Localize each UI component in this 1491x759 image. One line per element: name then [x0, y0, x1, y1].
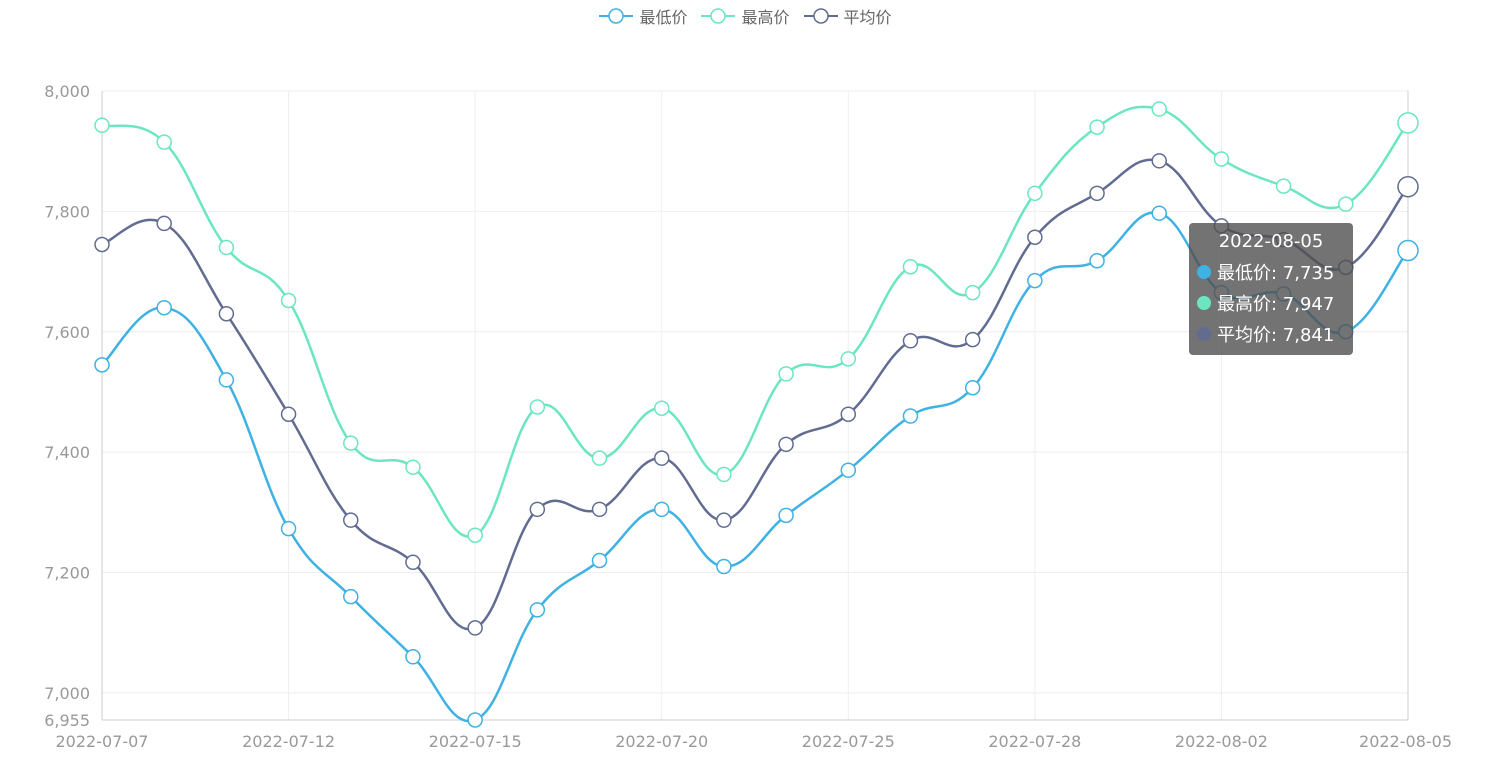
x-tick-label: 2022-07-15	[429, 732, 522, 751]
tooltip-title: 2022-08-05	[1218, 231, 1324, 252]
data-point-avg	[1397, 175, 1419, 198]
data-point-high	[1397, 112, 1419, 134]
data-point-low	[1089, 252, 1105, 269]
data-point-avg	[778, 436, 794, 453]
data-point-low	[778, 507, 794, 524]
x-tick-label: 2022-08-02	[1175, 732, 1268, 751]
data-point-low	[1151, 205, 1167, 221]
data-point-high	[1338, 196, 1354, 212]
data-point-avg	[1089, 185, 1105, 202]
data-point-low	[280, 520, 297, 537]
data-point-avg	[94, 236, 110, 253]
data-point-avg	[716, 512, 732, 528]
data-point-high	[653, 400, 670, 416]
chart-tooltip: 2022-08-05 最低价: 7,735 最高价: 7,947 平均价: 7,…	[1189, 223, 1353, 355]
y-tick-label: 7,800	[44, 202, 90, 221]
data-point-high	[902, 259, 919, 275]
data-point-high	[218, 239, 235, 256]
legend-item-avg[interactable]: 平均价	[803, 4, 892, 28]
series-line-avg	[101, 158, 1409, 631]
data-point-high	[467, 527, 483, 543]
data-point-avg	[467, 620, 483, 636]
legend-item-high[interactable]: 最高价	[701, 4, 790, 28]
y-tick-label: 6,955	[44, 711, 90, 730]
data-point-low	[405, 649, 421, 665]
y-tick-label: 7,000	[44, 684, 90, 703]
data-point-avg	[653, 450, 670, 466]
x-tick-label: 2022-07-20	[615, 732, 708, 751]
y-tick-label: 7,600	[44, 323, 90, 342]
tooltip-row-high: 最高价: 7,947	[1189, 287, 1353, 318]
data-point-low	[902, 408, 919, 424]
series-dot-icon	[1197, 295, 1211, 310]
legend-label-low: 最低价	[639, 8, 688, 27]
tooltip-text-high: 最高价: 7,947	[1217, 293, 1335, 315]
data-point-high	[1089, 119, 1105, 135]
data-point-low	[1397, 239, 1419, 262]
data-point-low	[964, 379, 981, 396]
data-point-low	[156, 299, 172, 316]
series-dot-icon	[1197, 264, 1211, 279]
x-tick-label: 2022-07-28	[988, 732, 1081, 751]
data-point-high	[156, 134, 172, 150]
y-tick-label: 7,400	[44, 443, 90, 462]
data-point-low	[529, 602, 546, 618]
legend-line-circle-icon	[803, 8, 838, 24]
data-point-low	[716, 558, 732, 575]
data-point-high	[529, 399, 546, 415]
data-point-high	[94, 117, 110, 134]
data-point-high	[591, 450, 608, 466]
legend-label-avg: 平均价	[843, 8, 892, 27]
x-tick-label: 2022-08-05	[1359, 732, 1452, 751]
tooltip-text-avg: 平均价: 7,841	[1217, 324, 1335, 346]
data-point-avg	[1027, 229, 1043, 246]
data-point-low	[218, 372, 235, 388]
legend-item-low[interactable]: 最低价	[599, 4, 687, 28]
series-dot-icon	[1197, 326, 1211, 341]
data-point-avg	[529, 501, 546, 518]
legend-line-circle-icon	[599, 8, 634, 24]
legend-line-circle-icon	[701, 8, 736, 24]
data-point-avg	[1151, 153, 1167, 169]
data-point-avg	[902, 333, 919, 349]
data-point-high	[1027, 185, 1043, 202]
data-point-high	[778, 366, 794, 382]
data-point-low	[467, 712, 483, 728]
data-point-low	[591, 552, 608, 569]
data-point-high	[343, 435, 359, 451]
data-point-avg	[156, 215, 172, 232]
x-tick-label: 2022-07-12	[242, 732, 335, 751]
y-tick-label: 8,000	[44, 82, 90, 101]
data-point-high	[1151, 101, 1167, 117]
data-point-high	[280, 292, 297, 309]
y-tick-label: 7,200	[44, 564, 90, 583]
data-point-avg	[218, 305, 235, 322]
data-point-high	[840, 351, 857, 367]
data-point-high	[716, 466, 732, 483]
data-point-avg	[280, 406, 297, 422]
data-point-high	[1213, 151, 1230, 167]
chart-legend: 最低价 最高价 平均价	[0, 4, 1491, 28]
data-point-avg	[591, 501, 608, 518]
tooltip-row-avg: 平均价: 7,841	[1189, 318, 1353, 349]
data-point-low	[94, 357, 110, 373]
legend-label-high: 最高价	[741, 8, 790, 27]
x-tick-label: 2022-07-07	[56, 732, 149, 751]
data-point-avg	[964, 331, 981, 348]
data-point-high	[964, 284, 981, 301]
x-tick-label: 2022-07-25	[802, 732, 895, 751]
data-point-low	[653, 501, 670, 518]
data-point-avg	[405, 554, 421, 571]
tooltip-row-low: 最低价: 7,735	[1189, 256, 1353, 287]
data-point-avg	[343, 512, 359, 528]
data-point-high	[1275, 178, 1292, 194]
data-point-avg	[840, 406, 857, 422]
data-point-low	[840, 462, 857, 478]
series-line-low	[101, 211, 1409, 723]
tooltip-text-low: 最低价: 7,735	[1217, 262, 1335, 284]
data-point-low	[343, 588, 359, 605]
data-point-high	[405, 459, 421, 475]
data-point-low	[1027, 272, 1043, 289]
